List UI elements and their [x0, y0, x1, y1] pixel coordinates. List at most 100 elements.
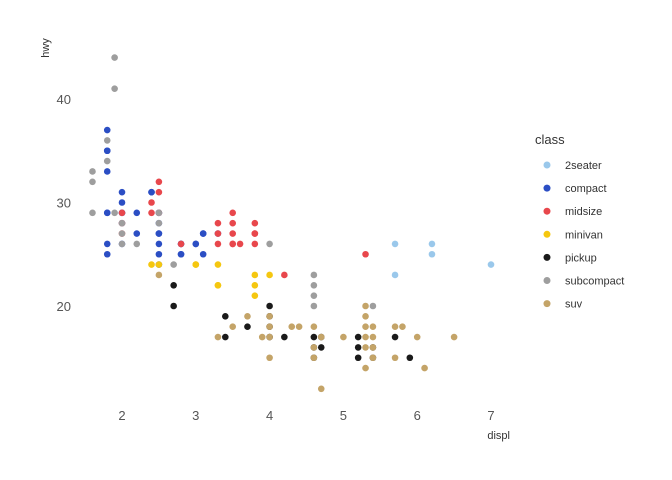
y-tick-label: 40: [57, 92, 71, 107]
point-pickup: [354, 344, 362, 351]
point-suv: [362, 302, 369, 310]
point-suv: [229, 323, 236, 331]
y-tick-label: 30: [57, 196, 71, 211]
legend-label-minivan: minivan: [565, 229, 603, 241]
point-2seater: [487, 261, 495, 268]
point-subcompact: [155, 209, 163, 217]
legend-key-midsize: [543, 207, 551, 215]
point-subcompact: [118, 219, 126, 227]
point-compact: [118, 199, 126, 206]
point-pickup: [391, 333, 399, 341]
point-suv: [317, 333, 325, 341]
legend-label-suv: suv: [565, 299, 583, 311]
x-tick-label: 4: [266, 408, 273, 423]
point-suv: [450, 333, 458, 341]
point-suv: [288, 323, 296, 331]
point-suv: [362, 364, 369, 372]
point-compact: [133, 230, 141, 237]
point-compact: [199, 250, 207, 258]
point-2seater: [391, 240, 399, 248]
x-axis-ticks: 2 3 4 5 6 7: [118, 408, 494, 423]
legend: class 2seater compact midsize minivan pickup…: [535, 132, 624, 311]
point-pickup: [244, 323, 251, 331]
point-suv: [340, 333, 347, 341]
points-layer: [89, 54, 495, 393]
x-tick-label: 2: [118, 408, 125, 423]
point-midsize: [155, 188, 163, 196]
x-tick-label: 6: [414, 408, 421, 423]
point-compact: [177, 250, 185, 258]
point-minivan: [214, 261, 222, 268]
point-compact: [103, 240, 111, 248]
point-2seater: [428, 250, 436, 258]
point-suv: [295, 323, 303, 331]
point-subcompact: [155, 219, 163, 227]
legend-label-pickup: pickup: [565, 252, 597, 264]
point-pickup: [222, 333, 229, 341]
point-midsize: [214, 230, 222, 237]
point-suv: [369, 323, 377, 331]
y-tick-label: 20: [57, 299, 71, 314]
point-pickup: [354, 354, 362, 362]
point-midsize: [229, 209, 236, 217]
point-subcompact: [170, 261, 177, 268]
point-minivan: [148, 261, 155, 268]
point-pickup: [310, 333, 318, 341]
point-compact: [133, 209, 141, 217]
point-suv: [310, 344, 318, 351]
point-suv: [369, 333, 377, 341]
point-subcompact: [103, 157, 111, 165]
point-pickup: [317, 344, 325, 351]
point-suv: [421, 364, 428, 372]
point-minivan: [251, 292, 259, 299]
point-minivan: [266, 271, 273, 279]
legend-label-compact: compact: [565, 183, 607, 195]
point-minivan: [192, 261, 200, 268]
x-tick-label: 5: [340, 408, 347, 423]
point-suv: [399, 323, 406, 331]
point-suv: [362, 323, 369, 331]
point-subcompact: [310, 282, 318, 289]
legend-items: 2seater compact midsize minivan pickup subcom…: [543, 160, 624, 311]
point-subcompact: [118, 240, 126, 248]
point-suv: [244, 313, 251, 320]
point-midsize: [251, 230, 259, 237]
point-2seater: [391, 271, 399, 279]
legend-key-pickup: [543, 253, 551, 261]
point-midsize: [148, 209, 155, 217]
point-compact: [103, 250, 111, 258]
point-midsize: [251, 240, 259, 248]
point-midsize: [177, 240, 185, 248]
point-compact: [155, 250, 163, 258]
y-axis-ticks: 20 30 40: [57, 92, 71, 314]
point-compact: [155, 240, 163, 248]
point-minivan: [155, 261, 163, 268]
point-pickup: [222, 313, 229, 320]
point-compact: [103, 209, 111, 217]
point-suv: [266, 333, 273, 341]
point-subcompact: [89, 168, 96, 175]
legend-label-subcompact: subcompact: [565, 276, 624, 288]
point-subcompact: [111, 209, 118, 217]
point-midsize: [281, 271, 288, 279]
point-suv: [266, 354, 273, 362]
point-suv: [362, 344, 369, 351]
point-pickup: [281, 333, 288, 341]
legend-key-minivan: [543, 230, 551, 238]
point-suv: [310, 323, 318, 331]
point-compact: [103, 168, 111, 175]
point-suv: [369, 354, 377, 362]
point-2seater: [428, 240, 436, 248]
point-midsize: [214, 240, 222, 248]
point-minivan: [214, 282, 222, 289]
point-subcompact: [89, 209, 96, 217]
point-midsize: [236, 240, 244, 248]
point-midsize: [362, 250, 369, 258]
point-compact: [192, 240, 200, 248]
point-compact: [103, 126, 111, 134]
point-subcompact: [89, 178, 96, 186]
point-suv: [266, 313, 273, 320]
point-subcompact: [369, 302, 377, 310]
point-suv: [362, 313, 369, 320]
